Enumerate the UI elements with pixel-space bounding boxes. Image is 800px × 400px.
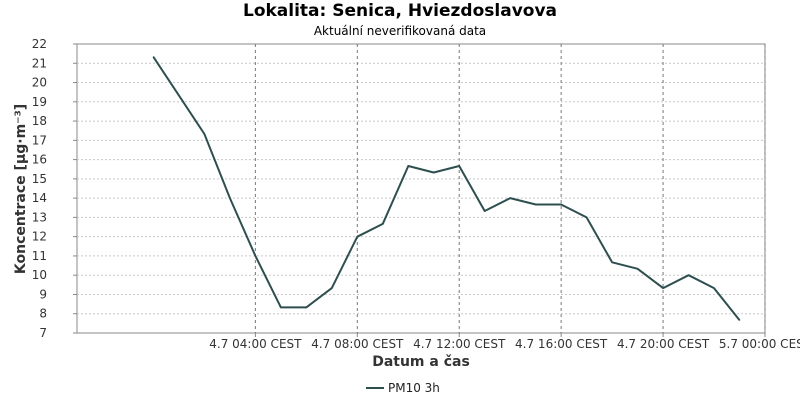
y-axis-label: Koncentrace [µg·m⁻³] [13, 104, 29, 274]
y-tick-label: 19 [32, 95, 47, 109]
y-tick-label: 13 [32, 210, 47, 224]
y-tick-label: 9 [39, 287, 47, 301]
y-tick-label: 18 [32, 114, 47, 128]
x-tick-label: 4.7 20:00 CEST [617, 337, 710, 351]
y-tick-label: 11 [32, 249, 47, 263]
y-tick-label: 7 [39, 326, 47, 340]
y-tick-label: 14 [32, 191, 47, 205]
data-point [331, 287, 333, 289]
x-tick-label: 4.7 08:00 CEST [311, 337, 404, 351]
plot-area [76, 43, 766, 334]
legend-label: PM10 3h [388, 381, 440, 395]
y-tick-label: 22 [32, 37, 47, 51]
x-axis: 4.7 04:00 CEST 4.7 08:00 CEST 4.7 12:00 CE… [209, 333, 800, 351]
chart-title: Lokalita: Senica, Hviezdoslavova [242, 1, 558, 21]
data-point [305, 306, 307, 308]
chart-subtitle: Aktuální neverifikovaná data [313, 24, 487, 38]
data-point [356, 236, 358, 238]
data-point [636, 268, 639, 270]
grid-lines [77, 44, 766, 333]
data-point [560, 203, 562, 206]
y-axis: 7 8 9 10 11 12 13 14 15 16 17 18 19 20 21 22 [32, 37, 77, 340]
data-point [458, 165, 460, 167]
data-point [229, 197, 231, 199]
y-tick-label: 12 [32, 230, 47, 244]
data-point [152, 56, 155, 58]
data-point [687, 274, 690, 276]
series-line-pm10 [152, 56, 741, 321]
series-layer [152, 56, 741, 321]
data-point [280, 306, 282, 308]
data-point [586, 216, 588, 218]
data-point [738, 319, 741, 321]
y-tick-label: 10 [32, 268, 47, 282]
legend: PM10 3h [366, 381, 440, 395]
data-point [407, 165, 409, 167]
x-tick-label: 4.7 04:00 CEST [209, 337, 302, 351]
y-tick-label: 8 [39, 307, 47, 321]
y-tick-label: 21 [32, 56, 47, 70]
data-point [254, 255, 256, 257]
y-tick-label: 20 [32, 76, 47, 90]
data-point [433, 171, 435, 174]
x-axis-label: Datum a čas [372, 354, 470, 370]
data-point [203, 133, 206, 135]
data-point [509, 197, 511, 199]
y-tick-label: 16 [32, 153, 47, 167]
y-tick-label: 15 [32, 172, 47, 186]
data-point [178, 94, 180, 97]
legend-swatch [366, 387, 384, 389]
x-tick-label: 4.7 12:00 CEST [413, 337, 506, 351]
x-tick-label: 5.7 00:00 CEST [719, 337, 800, 351]
data-point [382, 223, 384, 225]
x-tick-label: 4.7 16:00 CEST [515, 337, 608, 351]
data-point [611, 261, 613, 263]
data-point [713, 287, 715, 289]
y-tick-label: 17 [32, 133, 47, 147]
data-point [662, 287, 664, 289]
data-point [484, 210, 486, 212]
data-point [535, 203, 537, 206]
